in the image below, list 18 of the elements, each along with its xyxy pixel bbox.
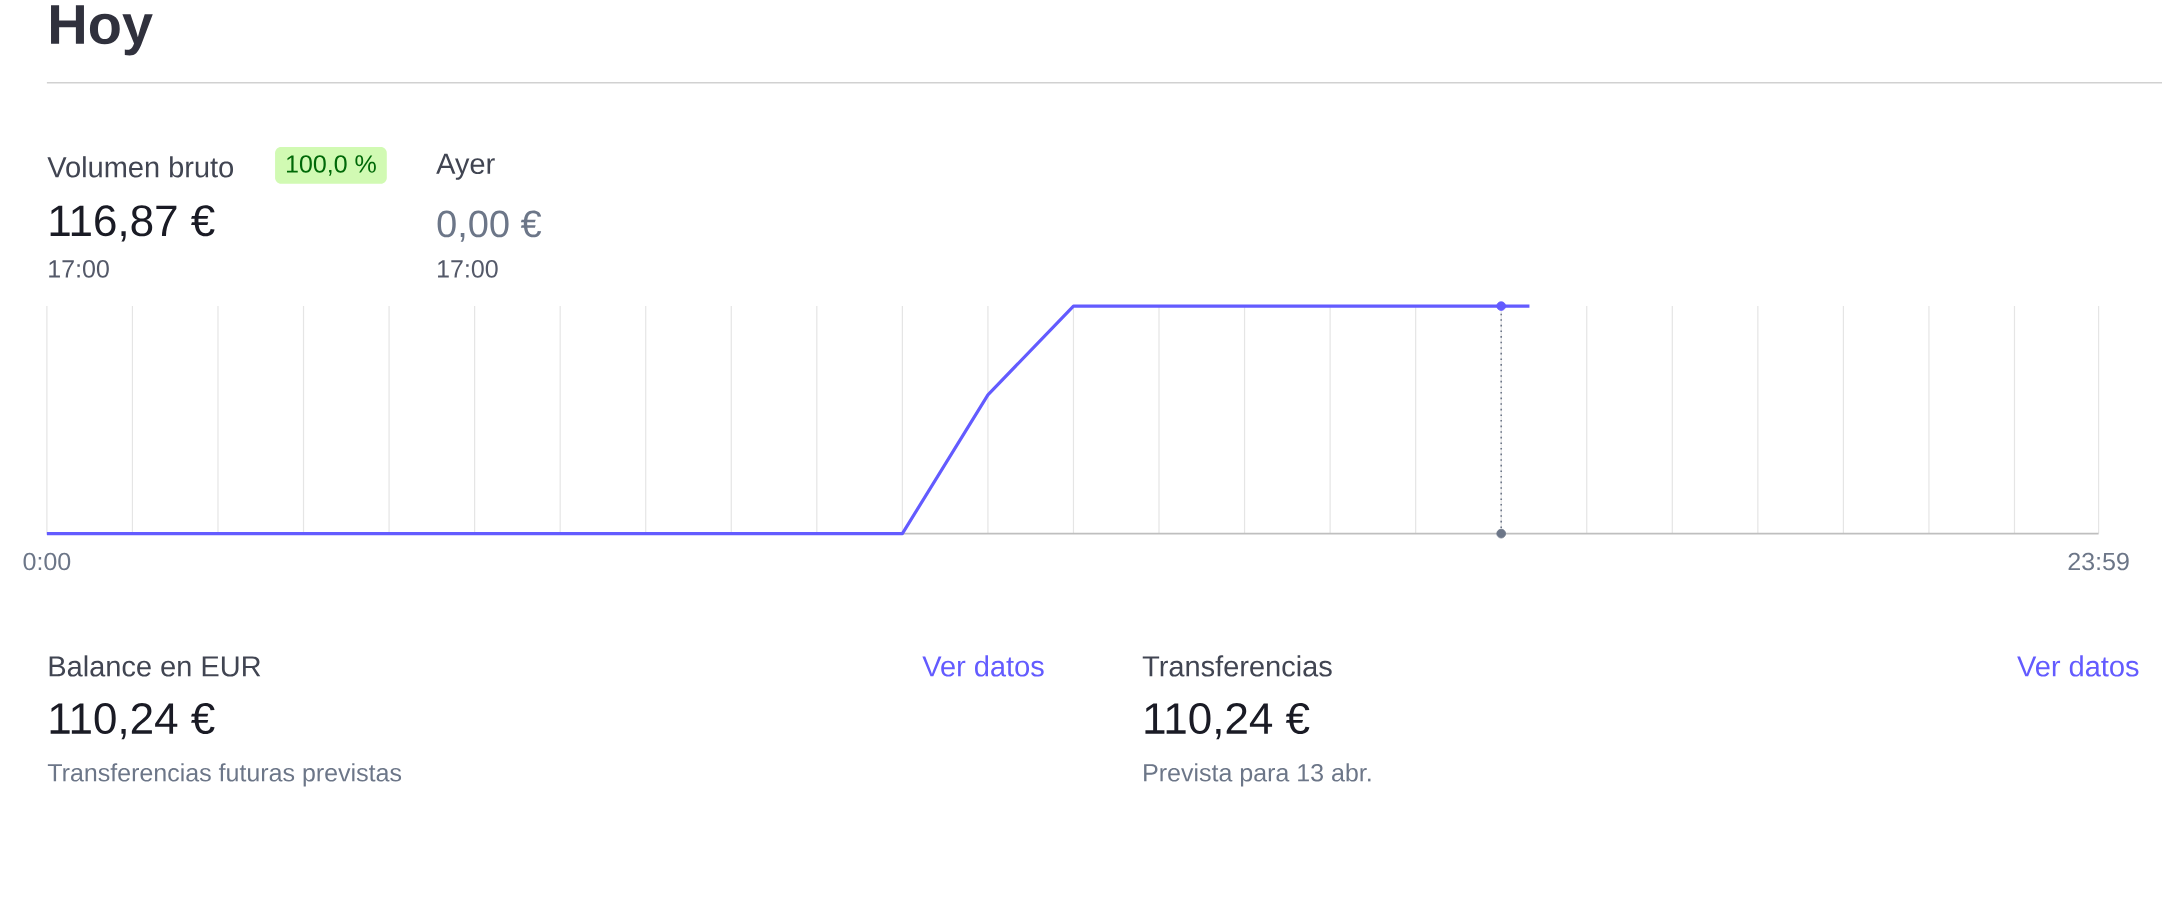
text: 110,24 € — [1145, 703, 1310, 740]
text: Transferencias — [1142, 655, 1332, 677]
text: Ayer — [436, 153, 495, 180]
text: 17:00 — [49, 260, 109, 278]
text: 0,00 € — [437, 210, 542, 242]
text: Volumen bruto — [47, 156, 234, 178]
x-tick-label: 0:00 — [23, 552, 71, 571]
x-tick-label: 23:59 — [2068, 552, 2129, 571]
chart-title: Hoy — [51, 5, 153, 56]
text: Ver datos — [2017, 655, 2139, 677]
text: Ver datos — [922, 655, 1044, 677]
text: Prevista para 13 abr. — [1144, 763, 1371, 787]
text: Balance en EUR — [49, 655, 261, 677]
text: 17:00 — [438, 260, 498, 278]
text: 100,0 % — [286, 155, 376, 176]
text: 116,87 € — [50, 205, 215, 242]
text: Transferencias futuras previstas — [47, 763, 402, 787]
text: 110,24 € — [50, 703, 215, 740]
